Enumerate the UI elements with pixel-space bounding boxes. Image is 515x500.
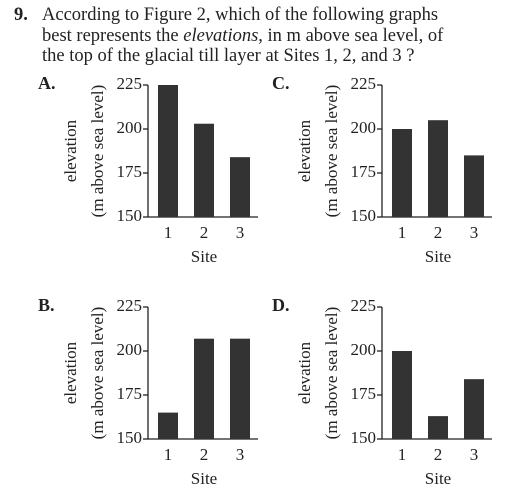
question-text: the top of the glacial till layer at Sit… [42,46,415,66]
y-tick-label: 175 [117,162,143,181]
question-text: , in m above sea level, of [258,25,444,46]
option-label: A. [38,73,56,93]
chart: B. elevation (m above sea level) 150 175 200 2… [38,295,258,488]
bar [194,338,214,439]
x-tick-label: 2 [434,223,443,242]
y-axis-title: elevation [61,119,80,182]
y-tick-label: 150 [117,206,143,225]
bar [230,157,250,217]
question-text: best represents the [42,25,184,46]
y-tick-label: 200 [117,340,143,359]
y-axis-title: (m above sea level) [322,307,341,440]
option-label: B. [38,295,55,315]
x-tick-label: 3 [470,445,479,464]
bar [464,379,484,439]
x-tick-label: 1 [398,223,407,242]
x-tick-label: 1 [398,445,407,464]
chart: D. elevation (m above sea level) 150 175 200 2… [272,295,492,488]
bar [194,123,214,217]
bar [158,412,178,439]
y-tick-label: 150 [117,428,143,447]
y-tick-label: 225 [117,74,143,93]
x-tick-label: 3 [470,223,479,242]
y-axis-title: (m above sea level) [322,85,341,218]
y-tick-label: 225 [117,296,143,315]
bar [428,120,448,217]
y-tick-label: 200 [117,118,143,137]
bar [158,85,178,217]
bar [230,338,250,439]
question-emphasis: elevations [183,25,259,46]
y-axis-title: (m above sea level) [88,307,107,440]
y-axis-title: (m above sea level) [88,85,107,218]
x-tick-label: 2 [200,445,209,464]
x-tick-label: 2 [434,445,443,464]
x-axis-title: Site [425,469,451,488]
y-tick-label: 175 [351,384,377,403]
y-axis-title: elevation [295,341,314,404]
x-axis-title: Site [191,247,217,266]
x-axis-title: Site [191,469,217,488]
y-axis-title: elevation [295,119,314,182]
y-axis-title: elevation [61,341,80,404]
question-text: According to Figure 2, which of the foll… [42,5,439,25]
y-tick-label: 200 [351,118,377,137]
x-tick-label: 1 [164,445,173,464]
bar [464,155,484,217]
y-tick-label: 175 [117,384,143,403]
chart: C. elevation (m above sea level) 150 175 200 2… [272,73,492,266]
y-tick-label: 150 [351,206,377,225]
x-axis-title: Site [425,247,451,266]
y-tick-label: 200 [351,340,377,359]
x-tick-label: 2 [200,223,209,242]
y-tick-label: 225 [351,296,377,315]
option-label: D. [272,295,290,315]
bar [392,351,412,439]
question: 9. According to Figure 2, which of the fo… [14,5,509,67]
x-tick-label: 3 [236,445,245,464]
bar [392,129,412,217]
y-tick-label: 175 [351,162,377,181]
chart: A. elevation (m above sea level) 150 175 200 2… [38,73,258,266]
question-number: 9. [14,5,28,25]
y-tick-label: 225 [351,74,377,93]
x-tick-label: 3 [236,223,245,242]
option-label: C. [272,73,290,93]
bar [428,416,448,439]
y-tick-label: 150 [351,428,377,447]
x-tick-label: 1 [164,223,173,242]
